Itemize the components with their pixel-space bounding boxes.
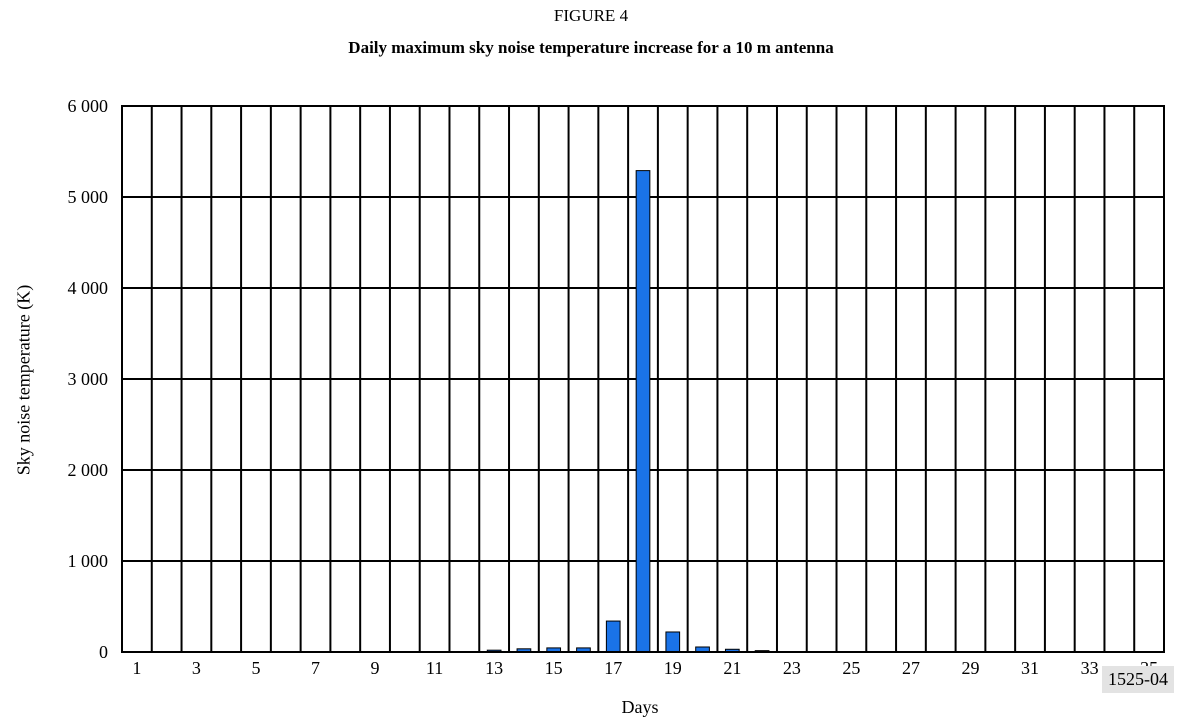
x-tick-label: 11 [426,658,443,678]
y-tick-label: 2 000 [68,460,109,480]
x-tick-label: 9 [371,658,380,678]
x-tick-label: 23 [783,658,801,678]
x-tick-label: 5 [251,658,260,678]
y-tick-label: 5 000 [68,187,109,207]
x-tick-label: 27 [902,658,920,678]
x-tick-label: 7 [311,658,320,678]
y-axis-label: Sky noise temperature (K) [13,284,34,476]
x-tick-label: 1 [132,658,141,678]
bar-day-19 [665,631,681,653]
x-tick-labels: 1357911131517192123252729313335 [132,658,1158,678]
x-tick-label: 33 [1081,658,1099,678]
x-axis-label: Days [621,697,659,717]
x-tick-label: 21 [723,658,741,678]
x-tick-label: 29 [961,658,979,678]
bars [486,170,770,653]
x-tick-label: 19 [664,658,682,678]
bar-day-17 [605,620,621,653]
chart-title: Daily maximum sky noise temperature incr… [348,38,834,57]
x-tick-label: 17 [604,658,622,678]
y-tick-labels: 0 1 000 2 000 3 000 4 000 5 000 6 000 [68,96,109,662]
y-tick-label: 4 000 [68,278,109,298]
plot-frame [121,105,1165,653]
figure-label: FIGURE 4 [553,6,629,25]
y-tick-label: 0 [99,642,108,662]
y-tick-label: 1 000 [68,551,109,571]
y-tick-label: 6 000 [68,96,109,116]
figure-id: 1525-04 [1102,666,1174,693]
bar-day-18 [635,170,651,653]
x-tick-label: 13 [485,658,503,678]
x-tick-label: 15 [545,658,563,678]
y-tick-label: 3 000 [68,369,109,389]
x-tick-label: 31 [1021,658,1039,678]
x-tick-label: 3 [192,658,201,678]
x-tick-label: 25 [842,658,860,678]
